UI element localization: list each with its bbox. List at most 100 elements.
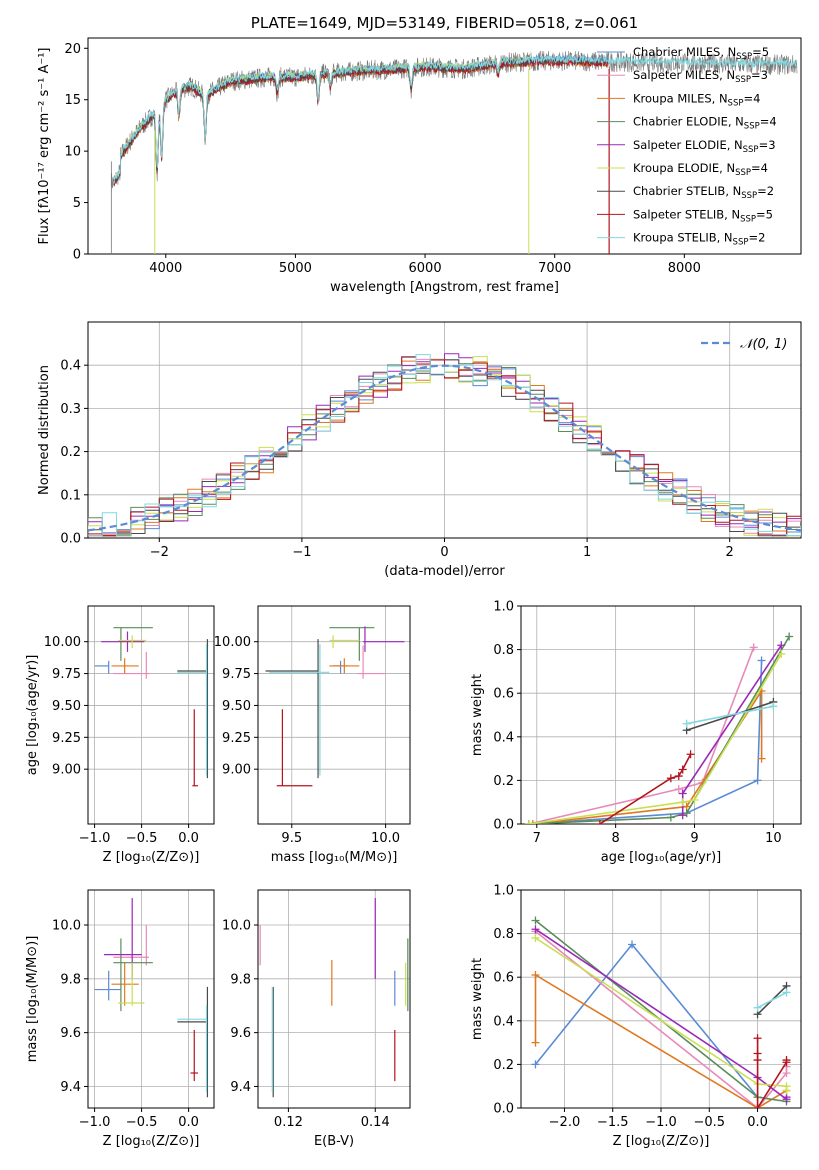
series-marker <box>777 649 786 658</box>
y-tick-label: 9.50 <box>52 699 81 714</box>
error-bar-chabrier_miles <box>94 660 110 674</box>
y-tick-label: 20 <box>64 42 81 57</box>
legend-entry: Kroupa ELODIE, NSSP=4 <box>633 161 768 178</box>
series-marker <box>531 933 540 942</box>
legend-entry: 𝒩(0, 1) <box>740 337 787 352</box>
y-tick-label: 0.4 <box>60 359 81 374</box>
series-salpeter_elodie <box>531 925 791 1104</box>
residuals-legend: 𝒩(0, 1) <box>701 337 787 352</box>
model-spectrum-kroupa_stelib <box>113 54 798 184</box>
series-marker <box>628 940 637 949</box>
series-salpeter_stelib <box>595 750 695 824</box>
x-tick-label: 1 <box>583 545 591 560</box>
series-marker <box>531 916 540 925</box>
normal-reference-curve <box>88 364 801 532</box>
x-tick-label: 6000 <box>409 261 442 276</box>
y-tick-label: 9.75 <box>52 667 81 682</box>
y-tick-label: 9.00 <box>222 763 251 778</box>
y-tick-label: 1.0 <box>493 884 514 899</box>
error-bar-salpeter_stelib <box>276 709 313 787</box>
y-tick-label: 0.0 <box>493 1102 514 1117</box>
series-marker <box>674 772 683 781</box>
series-marker <box>757 754 766 763</box>
series-marker <box>528 820 537 824</box>
series-marker <box>531 1038 540 1047</box>
series-line <box>686 705 774 725</box>
mass_vs_Z-frame <box>87 889 215 1109</box>
x-tick-label: 9 <box>690 831 698 846</box>
y-tick-label: 9.25 <box>222 731 251 746</box>
series-marker <box>674 785 683 794</box>
series-marker <box>782 1056 791 1065</box>
y-tick-label: 5 <box>73 196 81 211</box>
residuals-axes: −2 −1 0 1 2 0.0 0.1 0.2 0.3 0.4 (data-model)/error… <box>37 321 802 579</box>
error-bar-chabrier_stelib <box>177 639 209 779</box>
series-marker <box>678 765 687 774</box>
x-tick-label: −1.5 <box>597 1115 629 1130</box>
mass_weight_vs_Z-axes: −2.0 −1.5 −1.0 −0.5 0.0 0.0 0.2 0.4 0.6 0.8 1.0 Z [… <box>470 884 802 1149</box>
spectrum-frame <box>87 37 802 255</box>
x-tick-label: 7 <box>533 831 541 846</box>
age_vs_Z-points <box>94 627 209 787</box>
y-tick-label: 0.2 <box>493 1058 514 1073</box>
x-tick-label: −2.0 <box>549 1115 581 1130</box>
legend-entry: Kroupa MILES, NSSP=4 <box>633 91 760 108</box>
y-axis-label: mass weight <box>470 674 485 756</box>
x-axis-label: (data-model)/error <box>384 564 505 579</box>
x-tick-label: 2 <box>726 545 734 560</box>
error-bar-salpeter_miles <box>113 651 150 679</box>
error-bar-kroupa_miles <box>111 962 139 1006</box>
legend-entry: Salpeter ELODIE, NSSP=3 <box>633 138 776 155</box>
legend-entry: Kroupa STELIB, NSSP=2 <box>633 231 765 248</box>
series-marker <box>686 750 695 759</box>
y-axis-label: mass weight <box>470 958 485 1040</box>
series-marker <box>678 811 687 820</box>
y-tick-label: 0.6 <box>493 687 514 702</box>
y-tick-label: 9.8 <box>230 972 251 987</box>
x-tick-label: −1.0 <box>79 1115 111 1130</box>
series-line <box>528 653 782 824</box>
histograms <box>88 353 801 537</box>
error-bar-kroupa_elodie <box>118 635 147 649</box>
y-tick-label: 0.2 <box>493 774 514 789</box>
mass_vs_ebv-frame <box>257 889 411 1109</box>
x-tick-label: 9.5 <box>281 831 302 846</box>
series-marker <box>757 656 766 665</box>
spectrum-lines <box>110 50 798 254</box>
x-tick-label: 0 <box>440 545 448 560</box>
series-marker <box>524 820 533 824</box>
x-tick-label: −1 <box>292 545 311 560</box>
y-tick-label: 0.0 <box>60 532 81 547</box>
series-marker <box>753 776 762 785</box>
series-line <box>686 701 774 732</box>
y-axis-label: Normed distribution <box>37 365 52 495</box>
series-marker <box>753 1034 762 1043</box>
age_vs_mass-axes: 9.5 10.0 9.00 9.25 9.50 9.75 10.00 mass [log₁₀(… <box>214 605 411 865</box>
residuals-frame <box>87 321 802 539</box>
series-marker <box>690 796 699 805</box>
error-bar-salpeter_miles <box>113 924 150 966</box>
series-marker <box>678 798 687 807</box>
spectrum-axes: 4000 5000 6000 7000 8000 0 5 10 15 20 wavelength [… <box>37 37 802 295</box>
x-tick-label: 0.12 <box>274 1115 303 1130</box>
x-axis-label: mass [log₁₀(M/M⊙)] <box>271 850 398 865</box>
error-bar-chabrier_elodie <box>113 938 153 1012</box>
y-tick-label: 9.6 <box>230 1026 251 1041</box>
y-tick-label: 9.6 <box>60 1026 81 1041</box>
y-tick-label: 0.4 <box>493 730 514 745</box>
y-tick-label: 0.3 <box>60 402 81 417</box>
series-marker <box>753 1003 762 1012</box>
error-bar-salpeter_miles <box>357 645 386 679</box>
y-tick-label: 10 <box>64 145 81 160</box>
x-tick-label: 8 <box>612 831 620 846</box>
series-marker <box>666 813 675 822</box>
mass_weight_vs_age-axes: 7 8 9 10 0.0 0.2 0.4 0.6 0.8 1.0 age [log₁₀(age/yr… <box>470 600 802 865</box>
legend: Chabrier MILES, NSSP=5 Salpeter MILES, NS… <box>597 45 777 248</box>
series-marker <box>666 774 675 783</box>
error-bar-kroupa_elodie <box>329 635 360 649</box>
legend-entry: Chabrier ELODIE, NSSP=4 <box>633 115 777 132</box>
x-tick-label: 0.0 <box>747 1115 768 1130</box>
y-tick-label: 9.25 <box>52 731 81 746</box>
series-kroupa_stelib <box>753 988 791 1012</box>
